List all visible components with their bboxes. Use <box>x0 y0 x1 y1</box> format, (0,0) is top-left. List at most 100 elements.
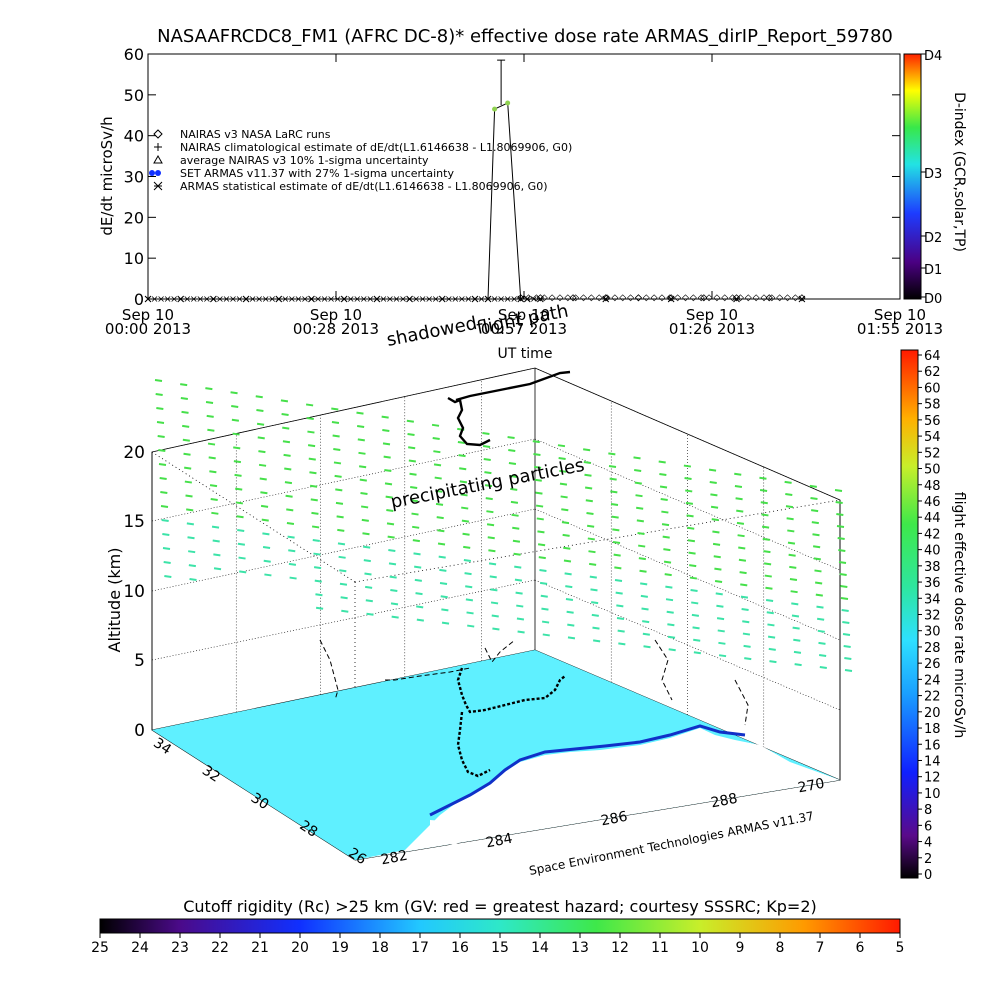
dose-point <box>313 566 322 570</box>
dose-point <box>665 585 673 589</box>
dose-point <box>486 523 495 527</box>
baseline-marker <box>177 296 184 302</box>
dose-point <box>231 418 240 422</box>
dose-tick-label: 36 <box>924 576 941 591</box>
dose-point <box>513 552 521 556</box>
dose-point <box>591 613 599 617</box>
dindex-tick-label: D2 <box>924 231 942 246</box>
dose-point <box>360 492 368 496</box>
dose-point <box>182 424 190 428</box>
dose-point <box>542 633 550 637</box>
dose-point <box>714 567 722 571</box>
dose-point <box>386 509 394 512</box>
top-y-tick-label: 10 <box>124 249 144 268</box>
dose-point <box>416 618 424 622</box>
dose-point <box>662 535 670 539</box>
top-y-tick-label: 20 <box>124 208 144 227</box>
dose-point <box>163 561 171 564</box>
rc-tick-label: 25 <box>91 940 109 956</box>
dose-point <box>488 562 497 566</box>
dose-point <box>231 405 239 408</box>
dose-point <box>838 549 846 552</box>
dose-point <box>188 564 196 568</box>
dose-point <box>234 473 242 477</box>
rc-tick-label: 21 <box>251 940 269 956</box>
dose-point <box>365 585 373 589</box>
nairas-marker <box>776 294 784 302</box>
dose-point <box>591 601 599 605</box>
dose-tick-label: 60 <box>924 381 941 396</box>
dose-point <box>333 447 341 451</box>
dose-point <box>484 471 492 475</box>
z-gridline-left-wall <box>151 508 536 592</box>
dose-point <box>284 467 292 471</box>
dose-point <box>436 516 444 520</box>
dose-colorbar-ticks: 6462605856545250484644424038363432302826… <box>918 349 941 883</box>
three-d-gridlines <box>151 367 841 845</box>
dose-point <box>584 473 592 477</box>
dose-point <box>408 446 416 450</box>
baseline-marker <box>341 296 347 302</box>
dose-point <box>257 436 265 440</box>
dose-point <box>616 617 625 620</box>
dose-tick-label: 6 <box>924 819 932 834</box>
rc-tick-label: 12 <box>611 940 629 956</box>
dose-point <box>205 401 214 404</box>
top-y-tick-label: 60 <box>124 45 144 64</box>
dose-point <box>258 463 267 467</box>
baseline-marker <box>217 296 223 302</box>
dose-point <box>487 536 495 540</box>
dose-point <box>738 546 746 550</box>
dose-point <box>691 601 699 605</box>
top-series-layer <box>144 59 806 303</box>
armas-peak-point <box>492 106 498 112</box>
dose-point <box>736 509 744 513</box>
dose-tick-label: 50 <box>924 463 941 478</box>
dose-point <box>610 490 618 494</box>
top-x-tick-time: 01:26 2013 <box>669 320 755 338</box>
dose-point <box>635 494 643 498</box>
nairas-marker <box>705 294 713 302</box>
dose-point <box>413 552 421 556</box>
baseline-marker <box>374 296 380 302</box>
dose-point <box>769 660 777 664</box>
dose-point <box>592 626 600 630</box>
baseline-marker <box>184 296 191 302</box>
dose-point <box>390 589 398 592</box>
z-gridline-left-wall <box>151 438 536 522</box>
nairas-point <box>700 294 708 302</box>
dose-point <box>810 497 818 500</box>
dose-point <box>161 519 169 522</box>
dose-point <box>437 542 446 546</box>
rc-colorbar <box>99 918 901 934</box>
top-x-tick-date: Sep 10 <box>874 306 926 324</box>
baseline-marker <box>197 296 204 302</box>
rc-tick-label: 23 <box>171 940 189 956</box>
dose-tick-label: 64 <box>924 349 941 364</box>
dose-point <box>718 641 726 645</box>
nairas-point <box>667 294 675 302</box>
legend-marker-diamond <box>153 129 163 139</box>
dose-point <box>465 598 474 602</box>
dose-point <box>609 477 617 481</box>
dose-point <box>612 541 621 544</box>
top-x-tick-time: 01:55 2013 <box>857 320 943 338</box>
nairas-marker <box>760 294 768 302</box>
dose-point <box>712 542 721 546</box>
dose-point <box>361 505 369 509</box>
baseline-marker <box>151 296 158 302</box>
dose-point <box>357 425 365 428</box>
dose-point <box>539 569 547 572</box>
altitude-tick-label: 20 <box>123 443 145 463</box>
dose-point <box>512 526 520 530</box>
dose-point <box>560 495 568 499</box>
dose-point <box>839 573 847 576</box>
nairas-marker <box>517 294 525 302</box>
dose-tick-label: 26 <box>924 657 941 672</box>
dose-point <box>589 562 597 566</box>
dose-point <box>337 528 345 532</box>
land-coast <box>355 728 840 860</box>
dose-point <box>618 642 626 646</box>
baseline-marker <box>347 296 354 302</box>
